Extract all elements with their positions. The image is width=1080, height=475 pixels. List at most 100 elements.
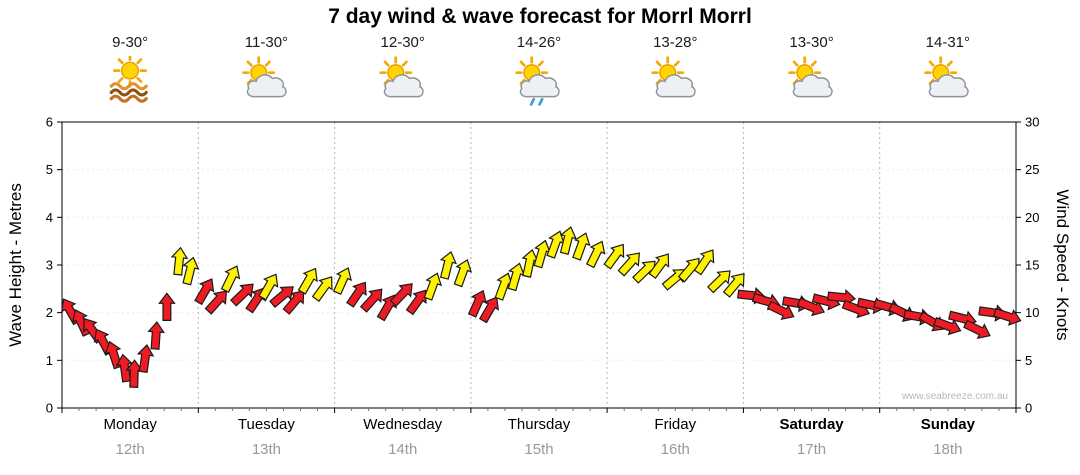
day-column: 13-28°	[607, 34, 743, 106]
sun-ray	[117, 76, 124, 83]
day-date-label: 13th	[251, 441, 282, 458]
sun-ray	[810, 60, 817, 67]
wind-arrow	[707, 270, 731, 294]
right-tick-label: 10	[1025, 305, 1039, 320]
sun-ray	[946, 60, 953, 67]
day-footer: Monday 12th	[62, 416, 198, 458]
day-name-label: Thursday	[507, 416, 571, 433]
wind-arrow	[359, 288, 383, 313]
sun-cloud-icon	[378, 56, 424, 98]
sun-ray	[537, 60, 544, 67]
day-footer: Wednesday 14th	[335, 416, 471, 458]
wind-arrow	[453, 258, 473, 288]
rain-drop	[538, 97, 544, 106]
left-tick-label: 1	[46, 353, 53, 368]
sun-ray	[247, 60, 254, 67]
sun-ray	[136, 76, 143, 83]
wind-arrow	[992, 307, 1022, 326]
wind-arrow	[439, 250, 457, 280]
day-column: 14-26°	[471, 34, 607, 106]
sun-ray	[928, 60, 935, 67]
sun-cloud-icon	[242, 56, 288, 98]
day-footer: Tuesday 13th	[198, 416, 334, 458]
wave-line	[109, 94, 148, 103]
right-tick-label: 5	[1025, 353, 1032, 368]
wind-arrow	[220, 265, 241, 293]
wind-arrow	[389, 283, 413, 307]
cloud-shape	[519, 74, 560, 98]
wind-arrow	[617, 252, 640, 277]
day-footers: Monday 12th Tuesday 13th Wednesday 14th Thursd…	[62, 416, 1016, 458]
day-name-label: Monday	[103, 416, 157, 433]
left-tick-label: 4	[46, 210, 53, 225]
day-column: 13-30°	[743, 34, 879, 106]
sun-ray	[792, 60, 799, 67]
sun-ray	[136, 58, 143, 65]
day-footer: Thursday 15th	[471, 416, 607, 458]
wind-arrow	[332, 267, 352, 296]
temperature-label: 13-28°	[653, 34, 698, 51]
cloud-shape	[928, 74, 969, 98]
cloud-shape	[383, 74, 424, 98]
wind-arrow	[648, 253, 670, 280]
wind-arrow	[963, 319, 991, 340]
day-name-label: Tuesday	[237, 416, 295, 433]
left-tick-label: 3	[46, 258, 53, 273]
cloud-shape	[792, 74, 833, 98]
sun-ray	[655, 60, 662, 67]
sun-ray	[383, 60, 390, 67]
wave-line	[109, 82, 148, 91]
wind-arrow	[559, 226, 577, 255]
day-column: 12-30°	[335, 34, 471, 106]
wind-arrow	[282, 290, 305, 315]
day-date-label: 18th	[933, 441, 963, 458]
wind-arrow	[603, 243, 625, 270]
sun-ray	[117, 58, 124, 65]
sun-disc	[121, 61, 140, 80]
watermark: www.seabreeze.com.au	[901, 391, 1008, 402]
wind-arrow	[297, 267, 318, 295]
day-date-label: 17th	[796, 441, 827, 458]
right-tick-label: 25	[1025, 162, 1039, 177]
right-tick-label: 0	[1025, 401, 1032, 416]
day-date-label: 15th	[524, 441, 554, 458]
wind-arrow	[405, 289, 427, 316]
wind-arrow	[158, 292, 176, 321]
wind-arrow	[104, 340, 123, 370]
wind-arrow	[269, 286, 294, 309]
wind-arrow	[136, 344, 155, 373]
sun-ray	[265, 60, 272, 67]
day-column: 11-30°	[198, 34, 334, 106]
day-name-label: Saturday	[779, 416, 844, 433]
wind-arrow	[194, 278, 215, 306]
wind-arrow	[693, 249, 715, 276]
temperature-label: 9-30°	[112, 34, 149, 51]
wind-arrow	[478, 296, 500, 324]
cloud-shape	[247, 74, 288, 98]
wind-arrow	[170, 246, 189, 276]
rain-drop	[529, 97, 536, 106]
wind-arrow	[230, 283, 254, 307]
sun-ray	[401, 60, 408, 67]
sun-waves-icon	[109, 56, 148, 103]
wind-arrow	[204, 290, 228, 315]
left-tick-label: 0	[46, 401, 53, 416]
page-title: 7 day wind & wave forecast for Morrl Mor…	[328, 5, 752, 28]
temperature-label: 14-26°	[516, 34, 562, 51]
wind-arrow	[147, 321, 166, 350]
wind-arrow	[115, 353, 134, 383]
temperature-label: 13-30°	[789, 34, 834, 51]
temperature-label: 14-31°	[925, 34, 971, 51]
cloud-shape	[656, 74, 696, 98]
day-footer: Sunday 18th	[880, 416, 1016, 458]
day-footer: Friday 16th	[607, 416, 743, 458]
wind-arrow	[258, 273, 279, 301]
sun-cloud-icon	[924, 56, 969, 98]
temperature-label: 12-30°	[380, 34, 425, 51]
wind-arrow	[311, 276, 333, 302]
left-tick-label: 2	[46, 305, 53, 320]
right-tick-label: 15	[1025, 258, 1039, 273]
wind-arrow	[182, 256, 200, 286]
